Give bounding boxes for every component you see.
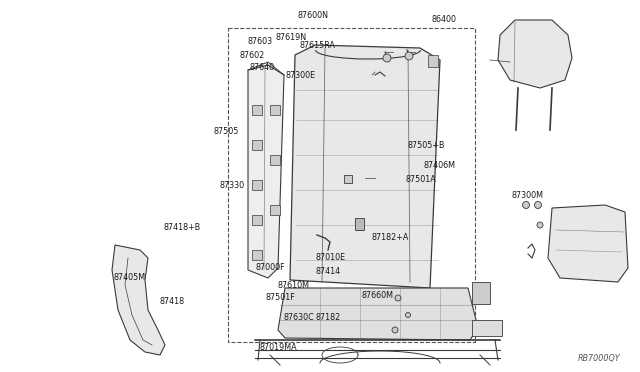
Text: 87010E: 87010E: [316, 253, 346, 263]
Polygon shape: [248, 65, 284, 278]
Text: 87501A: 87501A: [405, 176, 436, 185]
Polygon shape: [278, 288, 478, 340]
Polygon shape: [498, 20, 572, 88]
Bar: [270, 155, 280, 165]
Bar: [355, 218, 364, 230]
Text: 87615RA: 87615RA: [300, 41, 336, 49]
Circle shape: [392, 327, 398, 333]
Text: 87505: 87505: [213, 128, 238, 137]
Polygon shape: [548, 205, 628, 282]
Text: 87602: 87602: [240, 51, 265, 61]
Bar: [344, 175, 352, 183]
Text: 87405M: 87405M: [113, 273, 145, 282]
Text: 87600N: 87600N: [298, 10, 329, 19]
Circle shape: [537, 222, 543, 228]
Text: 87418+B: 87418+B: [163, 224, 200, 232]
Bar: [428, 55, 438, 67]
Text: 87182: 87182: [316, 314, 341, 323]
Bar: [252, 140, 262, 150]
Text: 87505+B: 87505+B: [407, 141, 445, 150]
Text: 87019MA: 87019MA: [260, 343, 298, 353]
Text: 87406M: 87406M: [424, 160, 456, 170]
Bar: [252, 105, 262, 115]
Polygon shape: [290, 45, 440, 288]
Circle shape: [406, 312, 410, 317]
Bar: [252, 215, 262, 225]
Bar: [252, 250, 262, 260]
Circle shape: [522, 202, 529, 208]
Text: 87603: 87603: [248, 38, 273, 46]
Text: 87300E: 87300E: [285, 71, 315, 80]
Polygon shape: [112, 245, 165, 355]
Text: 87182+A: 87182+A: [372, 234, 410, 243]
Bar: [270, 105, 280, 115]
Text: 87300M: 87300M: [512, 190, 544, 199]
Bar: [252, 180, 262, 190]
Bar: [228, 28, 475, 342]
Circle shape: [383, 54, 391, 62]
Text: 86400: 86400: [432, 16, 457, 25]
Circle shape: [534, 202, 541, 208]
Bar: [472, 320, 502, 336]
Text: 87414: 87414: [315, 267, 340, 276]
Bar: [270, 205, 280, 215]
Bar: [472, 282, 490, 304]
Text: RB7000QY: RB7000QY: [577, 353, 620, 362]
Text: 87660M: 87660M: [361, 291, 393, 299]
Text: 87640: 87640: [250, 64, 275, 73]
Text: 87619N: 87619N: [275, 33, 306, 42]
Circle shape: [405, 52, 413, 60]
Text: 87330: 87330: [220, 180, 245, 189]
Text: 87501F: 87501F: [265, 294, 295, 302]
Circle shape: [395, 295, 401, 301]
Text: 87630C: 87630C: [283, 314, 314, 323]
Text: 87610M: 87610M: [277, 280, 309, 289]
Text: 87418: 87418: [160, 298, 185, 307]
Text: 87000F: 87000F: [255, 263, 285, 273]
